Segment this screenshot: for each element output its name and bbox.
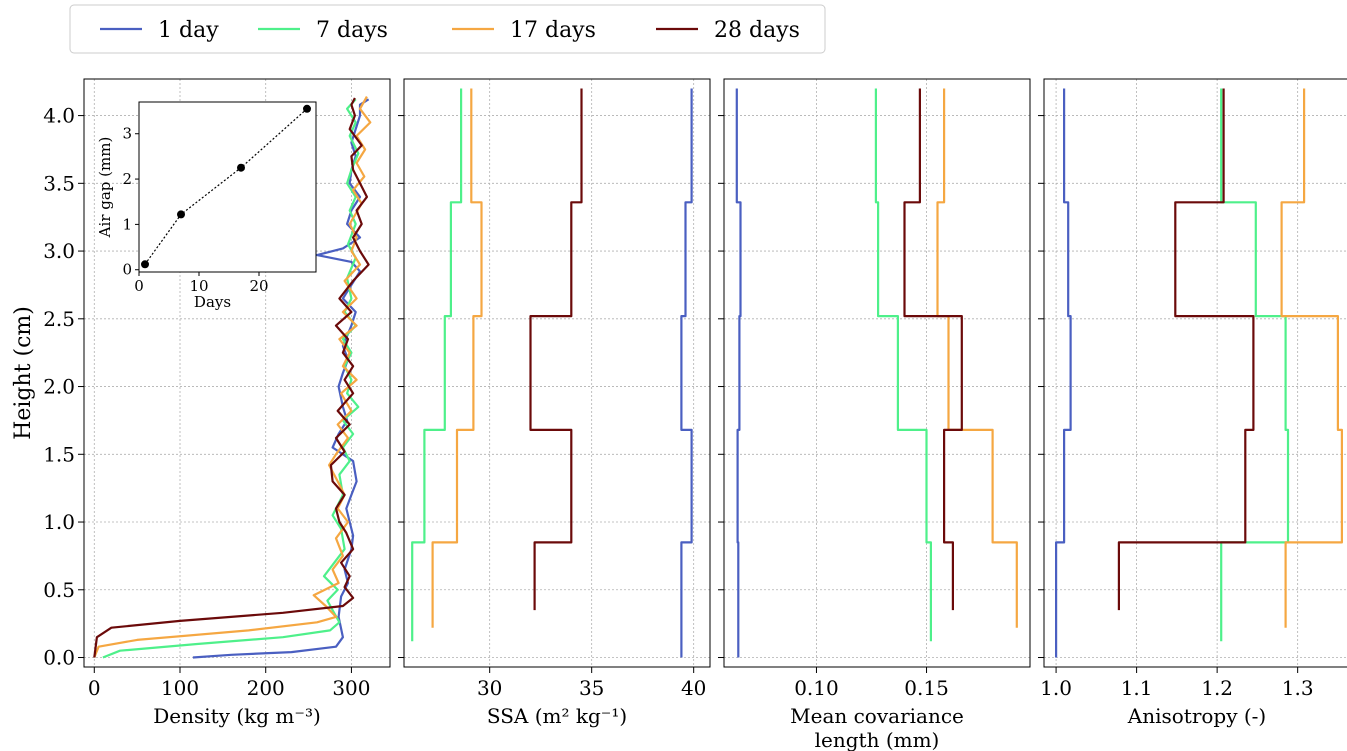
- inset-marker-0: [141, 260, 149, 269]
- series-anisotropy-1: [1220, 88, 1290, 642]
- series-ssa-1: [411, 88, 463, 642]
- xlabel-line-1: Mean covariance: [790, 704, 964, 728]
- ytick-label-6: 3.0: [43, 239, 75, 263]
- legend: 1 day 7 days 17 days 28 days: [69, 4, 826, 54]
- xtick-label-anisotropy-0: 1.0: [1040, 676, 1072, 700]
- ytick-label-4: 2.0: [43, 375, 75, 399]
- inset-ylabel: Air gap (mm): [96, 137, 114, 239]
- inset-marker-1: [177, 210, 185, 219]
- xtick-label-anisotropy-2: 1.2: [1201, 676, 1233, 700]
- inset-marker-3: [303, 104, 311, 113]
- series-covariance-2: [936, 88, 1018, 628]
- series-group-covariance: [735, 88, 1018, 658]
- panel-covariance: 0.10 0.15 Mean covariance length (mm): [718, 78, 1031, 751]
- xlabel-density: Density (kg m⁻³): [153, 704, 321, 728]
- inset-xtick-label-1: 10: [189, 277, 208, 295]
- series-anisotropy-3: [1117, 88, 1255, 611]
- series-ssa-0: [680, 88, 693, 658]
- xlabel-ssa: SSA (m² kg⁻¹): [487, 704, 627, 728]
- series-density-0: [192, 98, 370, 659]
- series-ssa-2: [431, 88, 483, 628]
- legend-label-2: 17 days: [510, 18, 596, 43]
- legend-label-3: 28 days: [714, 18, 800, 43]
- legend-label-1: 7 days: [316, 18, 388, 43]
- inset-ytick-label-2: 2: [122, 170, 132, 188]
- legend-frame: [69, 4, 826, 54]
- inset-xtick-label-0: 0: [134, 277, 144, 295]
- xtick-label-ssa-0: 30: [477, 676, 502, 700]
- xtick-label-covariance-0: 0.10: [794, 676, 839, 700]
- xlabel-covariance: Mean covariance length (mm): [790, 704, 964, 751]
- axes-frame-anisotropy: [1043, 78, 1347, 668]
- series-density-2: [93, 96, 372, 658]
- xtick-label-density-2: 200: [247, 676, 285, 700]
- ytick-label-3: 1.5: [43, 442, 75, 466]
- axes-frame-ssa: [403, 78, 711, 668]
- series-group-density: [93, 96, 372, 659]
- xtick-label-ssa-1: 35: [579, 676, 604, 700]
- xtick-label-anisotropy-1: 1.1: [1121, 676, 1153, 700]
- axes-frame-covariance: [723, 78, 1031, 668]
- series-ssa-3: [529, 88, 583, 611]
- ytick-label-8: 4.0: [43, 104, 75, 128]
- series-anisotropy-0: [1054, 88, 1072, 658]
- series-group-anisotropy: [1054, 88, 1344, 658]
- axes-frame-density: [83, 78, 391, 668]
- xtick-label-anisotropy-3: 1.3: [1282, 676, 1314, 700]
- series-density-3: [93, 97, 370, 658]
- series-covariance-0: [735, 88, 742, 658]
- xtick-label-density-1: 100: [161, 676, 199, 700]
- inset-ytick-label-1: 1: [122, 215, 132, 233]
- series-group-ssa: [411, 88, 693, 658]
- xtick-label-density-3: 300: [332, 676, 370, 700]
- inset-xtick-label-2: 20: [249, 277, 268, 295]
- xlabel-line-2: length (mm): [815, 728, 940, 751]
- legend-label-0: 1 day: [158, 18, 219, 43]
- inset-chart: 0 10 20 0 1 2 3 Days Air gap (mm): [96, 101, 317, 311]
- inset-frame: [138, 101, 317, 273]
- ytick-label-0: 0.0: [43, 646, 75, 670]
- xlabel-anisotropy: Anisotropy (-): [1127, 704, 1267, 728]
- series-covariance-3: [903, 88, 963, 611]
- xtick-label-density-0: 0: [88, 676, 101, 700]
- panels: 0 100 200 3000.00.51.01.52.02.53.03.54.0Den…: [11, 78, 1347, 751]
- panel-ssa: 30 35 40 SSA (m² kg⁻¹): [398, 78, 711, 728]
- series-density-1: [102, 98, 360, 659]
- ylabel: Height (cm): [11, 306, 36, 440]
- series-covariance-1: [874, 88, 933, 642]
- ytick-label-1: 0.5: [43, 578, 75, 602]
- ytick-label-7: 3.5: [43, 171, 75, 195]
- xtick-label-covariance-1: 0.15: [904, 676, 949, 700]
- ytick-label-2: 1.0: [43, 510, 75, 534]
- inset-ytick-label-3: 3: [122, 125, 132, 143]
- series-anisotropy-2: [1280, 88, 1344, 628]
- inset-ytick-label-0: 0: [122, 261, 132, 279]
- panel-anisotropy: 1.0 1.1 1.2 1.3 Anisotropy (-): [1038, 78, 1347, 728]
- inset-line: [144, 108, 308, 265]
- inset-xlabel: Days: [194, 293, 231, 311]
- xtick-label-ssa-2: 40: [681, 676, 706, 700]
- inset-marker-2: [237, 163, 245, 172]
- ytick-label-5: 2.5: [43, 307, 75, 331]
